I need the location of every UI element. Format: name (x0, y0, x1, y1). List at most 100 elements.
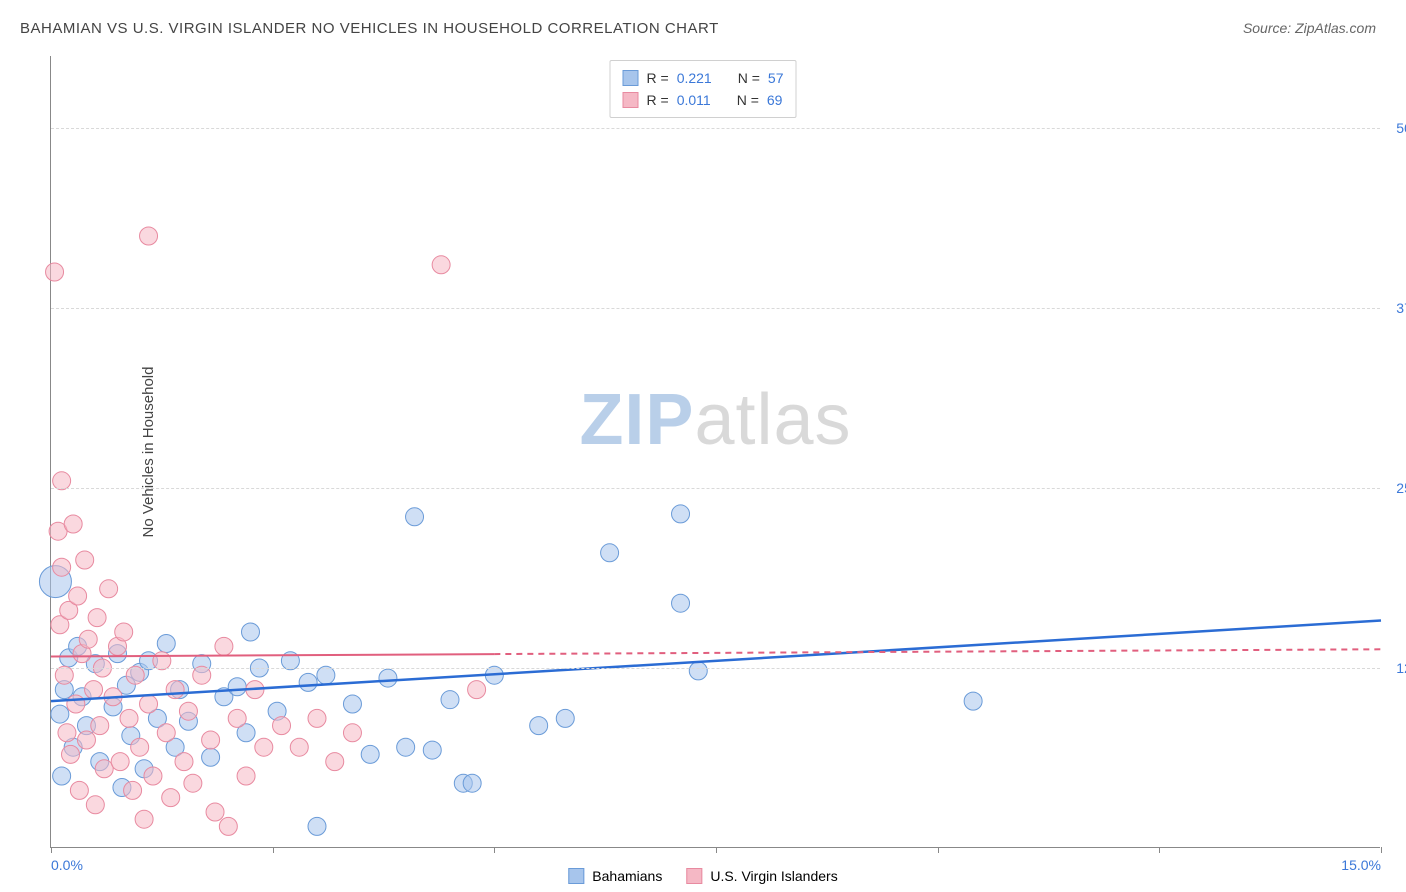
scatter-point (308, 709, 326, 727)
scatter-point (463, 774, 481, 792)
r-value: 0.221 (677, 67, 712, 89)
gridline-h (51, 488, 1380, 489)
scatter-point (202, 748, 220, 766)
y-tick-label: 12.5% (1386, 660, 1406, 676)
scatter-point (64, 515, 82, 533)
gridline-h (51, 128, 1380, 129)
x-tick (938, 847, 939, 853)
legend-swatch (623, 70, 639, 86)
scatter-point (206, 803, 224, 821)
legend-swatch (686, 868, 702, 884)
scatter-point (79, 630, 97, 648)
scatter-point (157, 635, 175, 653)
scatter-point (140, 695, 158, 713)
scatter-point (86, 796, 104, 814)
chart-svg (51, 56, 1380, 847)
x-tick (1381, 847, 1382, 853)
scatter-point (77, 731, 95, 749)
legend-series-item: Bahamians (568, 868, 662, 884)
scatter-point (672, 505, 690, 523)
scatter-point (85, 681, 103, 699)
scatter-point (530, 717, 548, 735)
r-value: 0.011 (677, 89, 711, 111)
source-prefix: Source: (1243, 20, 1295, 36)
scatter-point (162, 789, 180, 807)
scatter-point (219, 817, 237, 835)
chart-container: BAHAMIAN VS U.S. VIRGIN ISLANDER NO VEHI… (0, 0, 1406, 892)
scatter-point (140, 227, 158, 245)
chart-title: BAHAMIAN VS U.S. VIRGIN ISLANDER NO VEHI… (20, 20, 719, 37)
scatter-point (135, 810, 153, 828)
y-tick-label: 50.0% (1386, 120, 1406, 136)
scatter-point (299, 673, 317, 691)
x-tick (273, 847, 274, 853)
scatter-point (423, 741, 441, 759)
n-value: 57 (768, 67, 784, 89)
scatter-point (406, 508, 424, 526)
scatter-point (53, 767, 71, 785)
x-tick (51, 847, 52, 853)
scatter-point (95, 760, 113, 778)
scatter-point (379, 669, 397, 687)
legend-stats-row: R = 0.011 N = 69 (623, 89, 784, 111)
trend-line-dashed (494, 649, 1381, 654)
y-tick-label: 25.0% (1386, 480, 1406, 496)
scatter-point (432, 256, 450, 274)
y-tick-label: 37.5% (1386, 300, 1406, 316)
legend-series-label: Bahamians (592, 868, 662, 884)
x-tick-label: 0.0% (51, 857, 83, 873)
scatter-point (124, 781, 142, 799)
scatter-point (175, 753, 193, 771)
scatter-point (202, 731, 220, 749)
n-value: 69 (767, 89, 783, 111)
scatter-point (69, 587, 87, 605)
x-tick-label: 15.0% (1341, 857, 1381, 873)
scatter-point (166, 681, 184, 699)
scatter-point (228, 709, 246, 727)
legend-stats: R = 0.221 N = 57R = 0.011 N = 69 (610, 60, 797, 118)
scatter-point (115, 623, 133, 641)
scatter-point (76, 551, 94, 569)
scatter-point (343, 695, 361, 713)
scatter-point (237, 767, 255, 785)
scatter-point (88, 609, 106, 627)
legend-series-item: U.S. Virgin Islanders (686, 868, 837, 884)
scatter-point (601, 544, 619, 562)
legend-stats-row: R =0.221N =57 (623, 67, 784, 89)
scatter-point (361, 745, 379, 763)
scatter-point (144, 767, 162, 785)
scatter-point (689, 662, 707, 680)
scatter-point (157, 724, 175, 742)
scatter-point (53, 558, 71, 576)
scatter-point (556, 709, 574, 727)
scatter-point (120, 709, 138, 727)
n-label: N = (737, 89, 759, 111)
scatter-point (91, 717, 109, 735)
scatter-point (179, 702, 197, 720)
legend-swatch (623, 92, 639, 108)
scatter-point (326, 753, 344, 771)
scatter-point (67, 695, 85, 713)
scatter-point (290, 738, 308, 756)
scatter-point (46, 263, 64, 281)
scatter-point (131, 738, 149, 756)
legend-series-label: U.S. Virgin Islanders (710, 868, 837, 884)
scatter-point (215, 637, 233, 655)
scatter-point (51, 705, 69, 723)
plot-area: No Vehicles in Household ZIPatlas 12.5%2… (50, 56, 1380, 848)
scatter-point (100, 580, 118, 598)
scatter-point (441, 691, 459, 709)
scatter-point (184, 774, 202, 792)
r-label: R = (647, 89, 669, 111)
scatter-point (672, 594, 690, 612)
gridline-h (51, 308, 1380, 309)
scatter-point (111, 753, 129, 771)
scatter-point (70, 781, 88, 799)
r-label: R = (647, 67, 669, 89)
source-attribution: Source: ZipAtlas.com (1243, 20, 1376, 36)
gridline-h (51, 668, 1380, 669)
scatter-point (468, 681, 486, 699)
x-tick (1159, 847, 1160, 853)
scatter-point (242, 623, 260, 641)
scatter-point (397, 738, 415, 756)
